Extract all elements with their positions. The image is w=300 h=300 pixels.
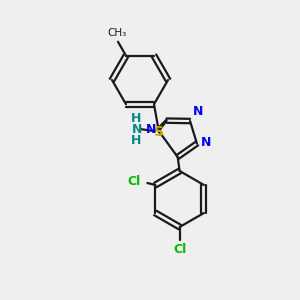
Text: N: N [146,123,156,136]
Text: N: N [193,105,203,118]
Text: N: N [201,136,211,149]
Text: N: N [131,123,142,136]
Text: CH₃: CH₃ [107,28,127,38]
Text: Cl: Cl [173,243,186,256]
Text: Cl: Cl [127,176,140,188]
Text: S: S [154,125,164,139]
Text: H: H [131,112,141,125]
Text: H: H [131,134,141,147]
